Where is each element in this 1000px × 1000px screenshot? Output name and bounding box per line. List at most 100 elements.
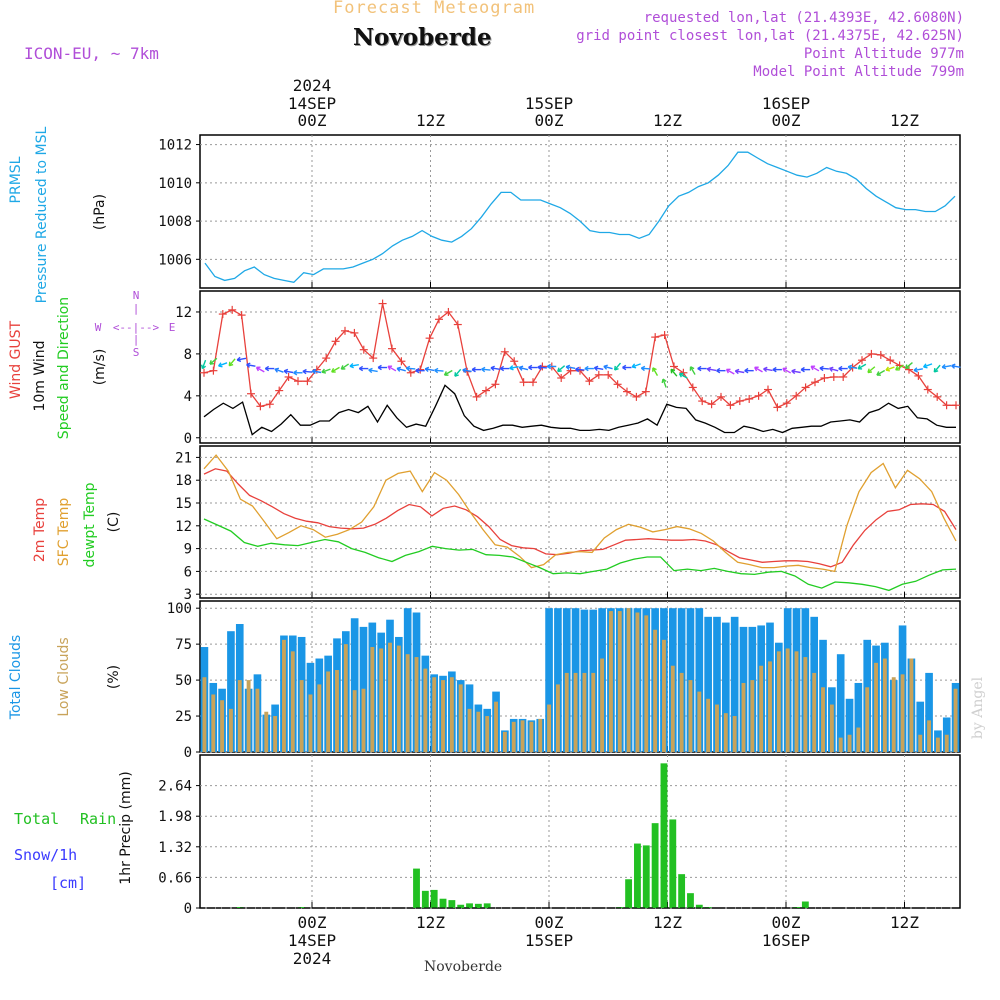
wind-arrow [631,363,641,369]
low-cloud-bar [821,687,825,752]
rain-bar [687,893,694,908]
credit-watermark: by Angel [970,676,986,739]
requested-coords: requested lon,lat (21.4393E, 42.6080N) [643,10,964,26]
temp-unit: (C) [106,512,122,533]
wind-arrow [424,366,435,373]
low-cloud-bar [723,713,728,752]
time-label-bottom: 00Z [772,913,801,932]
wind-arrow [857,363,867,370]
wind-arrow-shaft [406,367,416,370]
product-title: Forecast Meteogram [333,0,536,18]
wind-arrow-shaft [434,369,444,372]
wind-arrow-shaft [566,366,576,369]
compass-w: W [95,321,102,334]
compass-e: E [169,321,176,334]
wind-arrow-head [838,367,843,372]
wind-arrow-head [763,368,767,373]
rain-bar [413,868,420,908]
time-label-top: 00Z [298,111,327,130]
wind-arrow [772,366,782,373]
time-label-top: 12Z [890,111,919,130]
low-cloud-bar [396,645,401,752]
wind-arrow-shaft [670,368,678,377]
y-tick-label: 12 [175,519,192,535]
panel-frame [199,754,961,909]
wind-arrow [706,366,717,373]
wind-arrow-shaft [735,370,745,374]
low-cloud-bar [865,687,870,752]
low-cloud-bar [511,721,516,752]
wind-arrow-shaft [782,367,792,374]
wind-arrow [640,365,651,372]
temp-line-sfc [203,454,957,573]
low-cloud-bar [838,737,843,752]
wind-arrow [716,367,726,374]
clouds-unit: (%) [106,665,122,689]
low-cloud-bar [343,644,348,752]
wind-arrow-shaft [340,363,350,370]
wind-arrow-shaft [819,367,829,370]
wind-arrow-head [518,366,523,371]
wind-arrow-shaft [829,367,839,372]
wind-arrow-shaft [923,363,933,368]
low-cloud-bar [715,704,719,752]
wind-arrow-shaft [537,366,547,369]
low-cloud-bar [573,672,578,752]
pressure-line [204,151,956,284]
wind-arrow-shaft [575,368,585,371]
wind-arrow [614,362,622,371]
wind-arrow-head [565,366,570,370]
wind-arrow [228,358,236,367]
wind-arrow-shaft [218,362,228,367]
legend-snow: Snow/1h [14,846,77,864]
wind-arrow [689,366,696,375]
panel-precip [199,754,961,909]
precip-axis-label: 1hr Precip (mm) [118,771,134,884]
wind-arrow-head [754,367,758,372]
low-cloud-bar [935,737,940,752]
wind-arrow [246,362,256,368]
wind-arrow [923,363,933,369]
low-cloud-bar [882,658,887,752]
wind-arrow [454,368,462,377]
wind-arrow-shaft [707,368,717,372]
wind-arrow [368,367,378,374]
low-cloud-bar [688,680,693,752]
wind-arrow-shaft [763,368,773,372]
wind-arrow [661,378,667,388]
time-label-top: 00Z [535,111,564,130]
low-cloud-bar [520,720,525,752]
low-cloud-bar [246,680,251,752]
wind-arrow [209,357,218,365]
time-label-bottom: 12Z [653,913,682,932]
rain-bar [634,843,641,908]
wind-arrow [331,366,340,373]
y-tick-label: 75 [175,637,192,653]
low-cloud-bar [290,651,295,752]
wind-arrow-shaft [519,366,529,371]
wind-arrow [885,366,895,372]
total-cloud-bar [554,608,562,752]
total-cloud-bar [916,701,925,752]
wind-arrow-shaft [201,359,207,369]
wind-arrow-head [236,359,242,363]
y-tick-label: 21 [175,450,192,466]
wind-arrow-head [725,369,729,374]
wind-arrow [499,365,510,372]
compass-h: <--|--> [113,321,160,334]
low-cloud-bar [644,615,649,752]
low-cloud-bar [494,701,498,752]
wind-arrow-head [209,362,215,365]
low-cloud-bar [335,670,339,752]
footer-location: Novoberde [424,959,503,975]
wind-arrow [734,368,745,375]
wind-arrow [443,369,453,376]
low-cloud-bar [547,704,552,752]
low-cloud-bar [414,657,419,752]
location-title: Novoberde [353,24,492,51]
wind-arrow-head [951,365,955,369]
wind-axis-label-gust: Wind GUST [8,320,24,399]
wind-axis-label-10m: 10m Wind [32,340,48,411]
y-tick-label: 100 [167,601,192,617]
low-cloud-bar [502,731,507,752]
